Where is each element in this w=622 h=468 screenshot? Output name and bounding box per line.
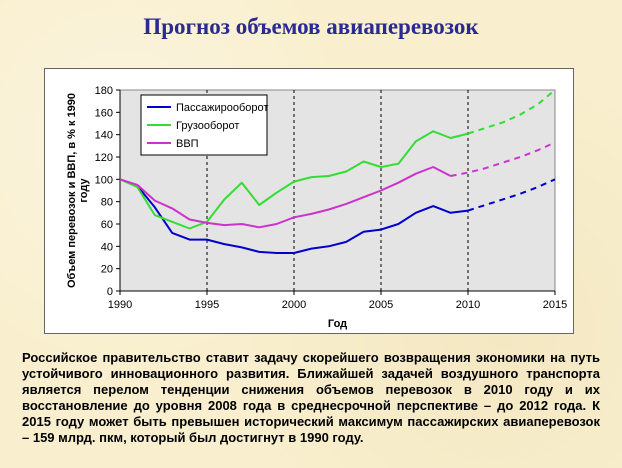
y-axis-title: Объем перевозок и ВВП, в % к 1990году xyxy=(66,93,90,288)
series-forecast-line-2 xyxy=(450,141,556,177)
slide-title: Прогноз объемов авиаперевозок xyxy=(143,14,479,39)
legend-label-0: Пассажирооборот xyxy=(176,102,268,114)
x-tick-label-2005: 2005 xyxy=(369,299,393,311)
y-tick-label-140: 140 xyxy=(95,130,113,142)
x-tick-label-1995: 1995 xyxy=(195,299,219,311)
y-tick-label-100: 100 xyxy=(95,174,113,186)
legend-label-1: Грузооборот xyxy=(176,120,239,132)
y-tick-label-160: 160 xyxy=(95,107,113,119)
y-tick-label-40: 40 xyxy=(101,241,113,253)
series-forecast-line-1 xyxy=(467,89,556,135)
x-tick-label-1990: 1990 xyxy=(108,299,132,311)
x-tick-label-2015: 2015 xyxy=(543,299,567,311)
series-line-2 xyxy=(119,166,452,229)
x-tick-label-2010: 2010 xyxy=(456,299,480,311)
legend-label-2: ВВП xyxy=(176,138,199,150)
y-tick-label-0: 0 xyxy=(107,286,113,298)
series-line-1 xyxy=(119,130,469,230)
y-tick-label-80: 80 xyxy=(101,197,113,209)
legend-box xyxy=(140,94,268,156)
line-chart: 0 20 40 60 80 100 120 140 160 180 1990 1995 2000 2005… xyxy=(66,85,567,330)
y-tick-label-20: 20 xyxy=(101,264,113,276)
y-tick-label-120: 120 xyxy=(95,152,113,164)
series-forecast-line-0 xyxy=(467,178,556,212)
y-tick-label-60: 60 xyxy=(101,219,113,231)
y-tick-label-180: 180 xyxy=(95,85,113,97)
x-tick-label-2000: 2000 xyxy=(282,299,306,311)
body-paragraph: Российское правительство ставит задачу с… xyxy=(22,350,600,445)
series-line-0 xyxy=(119,178,469,254)
chart-frame: 0 20 40 60 80 100 120 140 160 180 1990 1995 2000 2005… xyxy=(44,68,574,334)
x-axis-title: Год xyxy=(328,318,347,330)
